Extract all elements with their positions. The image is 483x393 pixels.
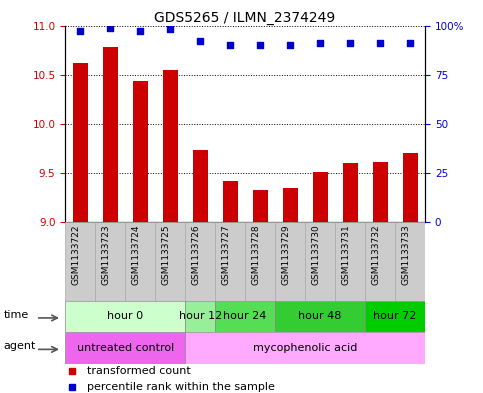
Bar <box>73 63 88 222</box>
Bar <box>215 301 275 332</box>
Point <box>136 28 144 35</box>
Bar <box>365 301 425 332</box>
Point <box>376 40 384 46</box>
Text: GSM1133724: GSM1133724 <box>131 224 140 285</box>
Bar <box>193 150 208 222</box>
Bar <box>163 70 178 222</box>
Bar <box>313 172 327 222</box>
Point <box>406 40 414 46</box>
Bar <box>185 222 215 301</box>
Point <box>76 28 84 35</box>
Bar <box>103 47 118 222</box>
Bar <box>395 222 425 301</box>
Bar <box>275 301 365 332</box>
Text: hour 12: hour 12 <box>179 311 222 321</box>
Text: GSM1133730: GSM1133730 <box>311 224 320 285</box>
Text: GSM1133723: GSM1133723 <box>101 224 110 285</box>
Title: GDS5265 / ILMN_2374249: GDS5265 / ILMN_2374249 <box>155 11 336 24</box>
Text: GSM1133725: GSM1133725 <box>161 224 170 285</box>
Bar <box>125 222 155 301</box>
Bar <box>372 162 387 222</box>
Bar <box>155 222 185 301</box>
Bar <box>275 222 305 301</box>
Point <box>106 24 114 31</box>
Text: time: time <box>3 310 28 320</box>
Bar <box>342 163 357 222</box>
Text: hour 48: hour 48 <box>298 311 342 321</box>
Bar <box>245 222 275 301</box>
Text: GSM1133732: GSM1133732 <box>371 224 380 285</box>
Text: mycophenolic acid: mycophenolic acid <box>253 343 357 353</box>
Text: agent: agent <box>3 341 36 351</box>
Point <box>256 42 264 48</box>
Bar <box>65 332 185 364</box>
Text: GSM1133727: GSM1133727 <box>221 224 230 285</box>
Point <box>226 42 234 48</box>
Point <box>316 40 324 46</box>
Bar <box>133 81 148 222</box>
Text: GSM1133729: GSM1133729 <box>281 224 290 285</box>
Text: hour 24: hour 24 <box>224 311 267 321</box>
Text: GSM1133726: GSM1133726 <box>191 224 200 285</box>
Point <box>346 40 354 46</box>
Bar <box>365 222 395 301</box>
Bar <box>185 332 425 364</box>
Text: transformed count: transformed count <box>87 366 191 376</box>
Text: percentile rank within the sample: percentile rank within the sample <box>87 382 275 392</box>
Bar <box>305 222 335 301</box>
Bar <box>65 301 185 332</box>
Bar <box>95 222 125 301</box>
Bar <box>283 187 298 222</box>
Bar <box>215 222 245 301</box>
Text: hour 0: hour 0 <box>107 311 143 321</box>
Text: untreated control: untreated control <box>76 343 174 353</box>
Bar <box>185 301 215 332</box>
Point <box>166 26 174 33</box>
Point <box>286 42 294 48</box>
Text: GSM1133733: GSM1133733 <box>401 224 410 285</box>
Text: GSM1133728: GSM1133728 <box>251 224 260 285</box>
Text: hour 72: hour 72 <box>373 311 417 321</box>
Bar <box>335 222 365 301</box>
Text: GSM1133731: GSM1133731 <box>341 224 350 285</box>
Bar <box>65 222 95 301</box>
Bar <box>402 153 417 222</box>
Bar <box>253 189 268 222</box>
Bar <box>223 181 238 222</box>
Point <box>196 38 204 44</box>
Text: GSM1133722: GSM1133722 <box>71 224 80 285</box>
